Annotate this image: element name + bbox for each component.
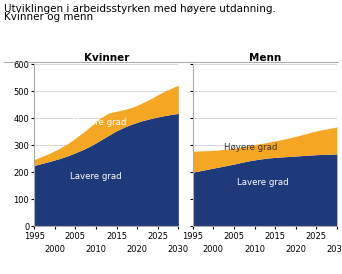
Text: Utviklingen i arbeidsstyrken med høyere utdanning.: Utviklingen i arbeidsstyrken med høyere …: [4, 4, 276, 14]
Text: 2030: 2030: [168, 246, 189, 255]
Text: 2010: 2010: [86, 246, 106, 255]
Title: Menn: Menn: [249, 53, 281, 63]
Text: Lavere grad: Lavere grad: [237, 178, 289, 187]
Text: Kvinner og menn: Kvinner og menn: [4, 12, 93, 22]
Text: 2010: 2010: [244, 246, 265, 255]
Text: 2000: 2000: [203, 246, 224, 255]
Text: 2030: 2030: [326, 246, 342, 255]
Text: 2020: 2020: [285, 246, 306, 255]
Text: Høyere grad: Høyere grad: [74, 118, 127, 127]
Title: Kvinner: Kvinner: [83, 53, 129, 63]
Text: 2000: 2000: [44, 246, 65, 255]
Text: Lavere grad: Lavere grad: [70, 172, 122, 181]
Text: 2020: 2020: [127, 246, 148, 255]
Text: Høyere grad: Høyere grad: [224, 142, 277, 152]
